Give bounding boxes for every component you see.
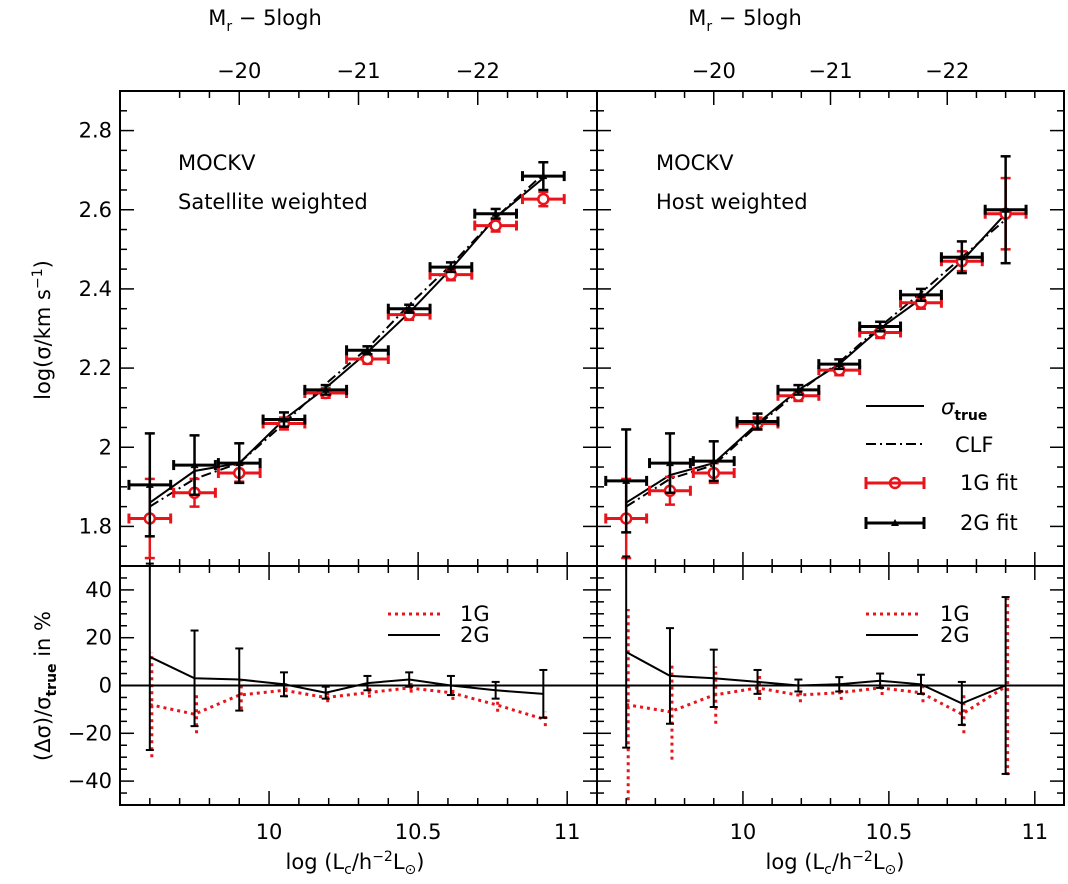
- y-tick-label: 0: [99, 674, 112, 698]
- legend-sigma-true-label: σtrue: [941, 395, 987, 424]
- lower-left-legend: 1G 2G: [388, 602, 490, 647]
- series-2g-fit-point: [539, 172, 548, 180]
- lower-y-axis-title: (Δσ)/σtrue in %: [31, 611, 60, 761]
- y-tick-label: −40: [68, 769, 112, 793]
- series-2g-fit-point: [1001, 205, 1010, 213]
- panel-right-label-line1: MOCKV: [656, 151, 734, 175]
- series-2g-fit-point: [321, 385, 330, 393]
- y-tick-label: 2.4: [79, 277, 112, 301]
- legend-1g-fit-swatch: [864, 476, 926, 490]
- legend-2g-fit-swatch: [864, 517, 926, 529]
- series-2g-fit-point: [363, 346, 372, 354]
- series-2g-fit-point: [145, 480, 154, 488]
- series-2g-fit-point: [835, 360, 844, 368]
- series-2g-fit-point: [235, 459, 244, 467]
- y-tick-label: 2.6: [79, 198, 112, 222]
- upper-legend: σtrue CLF 1G fit 2G fit: [864, 395, 1018, 535]
- top-tick-label: −21: [808, 59, 852, 83]
- x-tick-label: 10: [730, 820, 757, 844]
- lower-right-legend: 1G 2G: [866, 602, 970, 647]
- series-2g-fit-point: [491, 209, 500, 217]
- top-tick-label: −22: [925, 59, 969, 83]
- x-tick-label: 10: [256, 820, 283, 844]
- series-2g-fit-point: [876, 322, 885, 330]
- x-tick-label: 11: [554, 820, 581, 844]
- top-tick-label: −20: [692, 59, 736, 83]
- series-2g-fit-point: [957, 253, 966, 261]
- series-1g-fit-point: [537, 192, 550, 206]
- top-tick-label: −21: [336, 59, 380, 83]
- y-tick-label: 2: [99, 435, 112, 459]
- series-2g-fit-point: [794, 385, 803, 393]
- legend-1g-fit-label: 1G fit: [960, 471, 1018, 495]
- panel-right-label-line2: Host weighted: [656, 190, 808, 214]
- axis-ticks: 1.8 2 2.2 2.4 2.6 2.8 −20 −21 −22 −20 −21 −22 40 20 0 −…: [68, 59, 1065, 844]
- upper-y-axis-title: log(σ/km s−1): [30, 260, 55, 400]
- lower-left-legend-1g-label: 1G: [460, 602, 490, 626]
- x-tick-label: 10.5: [865, 820, 912, 844]
- series-2g-fit-point: [279, 415, 288, 423]
- x-tick-label: 10.5: [395, 820, 442, 844]
- series-2g-fit-point: [190, 461, 199, 469]
- series-1g-line: [149, 686, 544, 721]
- series-2g-fit-point: [446, 263, 455, 271]
- series-2g-fit-point: [405, 304, 414, 312]
- bottom-axis-title-right: log (Lc/h−2L⊙): [766, 849, 905, 878]
- series-clf-line: [149, 173, 544, 508]
- x-tick-label: 11: [1021, 820, 1048, 844]
- series-1g-fit-point: [489, 219, 502, 232]
- series-2g-line: [149, 655, 544, 695]
- lower-right-legend-1g-label: 1G: [940, 602, 970, 626]
- y-tick-label: 1.8: [79, 514, 112, 538]
- panel-left-label-line2: Satellite weighted: [178, 190, 368, 214]
- y-tick-label: 2.2: [79, 356, 112, 380]
- top-axis-title-right: Mr − 5logh: [688, 6, 802, 35]
- series-1g-line: [625, 685, 1007, 716]
- panel-left-label-line1: MOCKV: [178, 151, 256, 175]
- top-axis-title-left: Mr − 5logh: [208, 6, 322, 35]
- plot-marks: [120, 155, 1064, 801]
- series-2g-line: [625, 651, 1006, 705]
- legend-clf-label: CLF: [955, 433, 993, 457]
- top-tick-label: −22: [456, 59, 500, 83]
- y-tick-label: 2.8: [79, 119, 112, 143]
- lower-left-legend-2g-label: 2G: [460, 623, 490, 647]
- series-2g-fit-point: [622, 476, 631, 484]
- bottom-axis-title-left: log (Lc/h−2L⊙): [286, 849, 425, 878]
- y-tick-label: −20: [68, 721, 112, 745]
- top-tick-label: −20: [217, 59, 261, 83]
- series-2g-fit-point: [916, 290, 925, 298]
- series-2g-fit-point: [709, 457, 718, 465]
- series-2g-fit-point: [665, 459, 674, 467]
- y-tick-label: 40: [85, 578, 112, 602]
- legend-2g-fit-label: 2G fit: [960, 511, 1018, 535]
- lower-right-legend-2g-label: 2G: [940, 623, 970, 647]
- series-2g-fit-point: [753, 417, 762, 425]
- y-tick-label: 20: [85, 626, 112, 650]
